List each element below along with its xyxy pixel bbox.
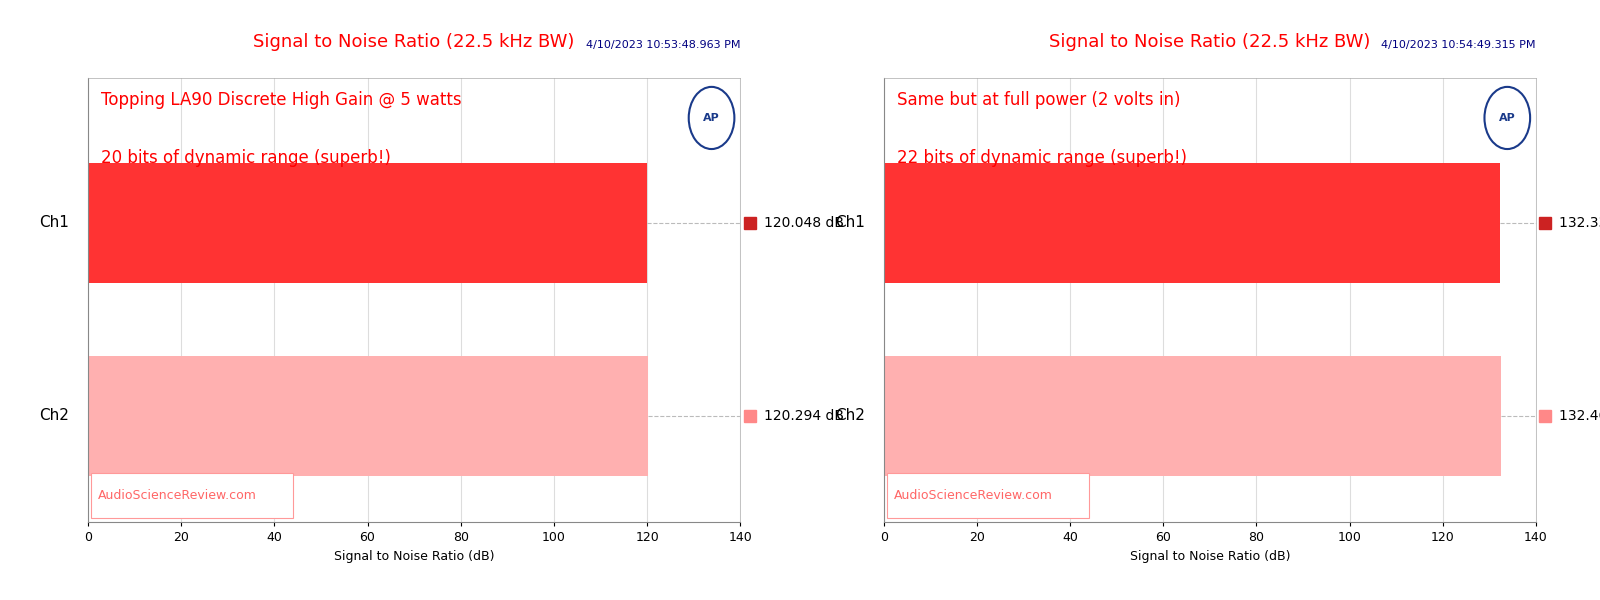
Bar: [883, 163, 1501, 283]
Text: AudioScienceReview.com: AudioScienceReview.com: [98, 489, 256, 502]
Bar: [88, 356, 648, 476]
X-axis label: Signal to Noise Ratio (dB): Signal to Noise Ratio (dB): [1130, 550, 1290, 563]
Text: 4/10/2023 10:54:49.315 PM: 4/10/2023 10:54:49.315 PM: [1381, 40, 1536, 50]
X-axis label: Signal to Noise Ratio (dB): Signal to Noise Ratio (dB): [334, 550, 494, 563]
Text: AP: AP: [702, 113, 720, 123]
Text: Ch1: Ch1: [40, 215, 69, 230]
Text: Ch2: Ch2: [835, 409, 866, 424]
Text: 120.294 dB: 120.294 dB: [763, 409, 843, 423]
Title: Signal to Noise Ratio (22.5 kHz BW): Signal to Noise Ratio (22.5 kHz BW): [1050, 34, 1371, 52]
Text: AudioScienceReview.com: AudioScienceReview.com: [893, 489, 1053, 502]
Text: Ch1: Ch1: [835, 215, 866, 230]
Ellipse shape: [688, 87, 734, 149]
Text: 20 bits of dynamic range (superb!): 20 bits of dynamic range (superb!): [101, 149, 390, 167]
Text: 22 bits of dynamic range (superb!): 22 bits of dynamic range (superb!): [896, 149, 1187, 167]
Text: AP: AP: [1499, 113, 1515, 123]
Text: 4/10/2023 10:53:48.963 PM: 4/10/2023 10:53:48.963 PM: [586, 40, 741, 50]
Title: Signal to Noise Ratio (22.5 kHz BW): Signal to Noise Ratio (22.5 kHz BW): [253, 34, 574, 52]
Text: Ch2: Ch2: [40, 409, 69, 424]
Bar: [88, 163, 648, 283]
Ellipse shape: [1485, 87, 1530, 149]
FancyBboxPatch shape: [91, 473, 293, 518]
Text: Topping LA90 Discrete High Gain @ 5 watts: Topping LA90 Discrete High Gain @ 5 watt…: [101, 91, 462, 109]
Bar: [883, 356, 1501, 476]
FancyBboxPatch shape: [886, 473, 1090, 518]
Text: Same but at full power (2 volts in): Same but at full power (2 volts in): [896, 91, 1181, 109]
Text: 132.331 dB: 132.331 dB: [1560, 216, 1600, 230]
Text: 132.465 dB: 132.465 dB: [1560, 409, 1600, 423]
Text: 120.048 dB: 120.048 dB: [763, 216, 843, 230]
